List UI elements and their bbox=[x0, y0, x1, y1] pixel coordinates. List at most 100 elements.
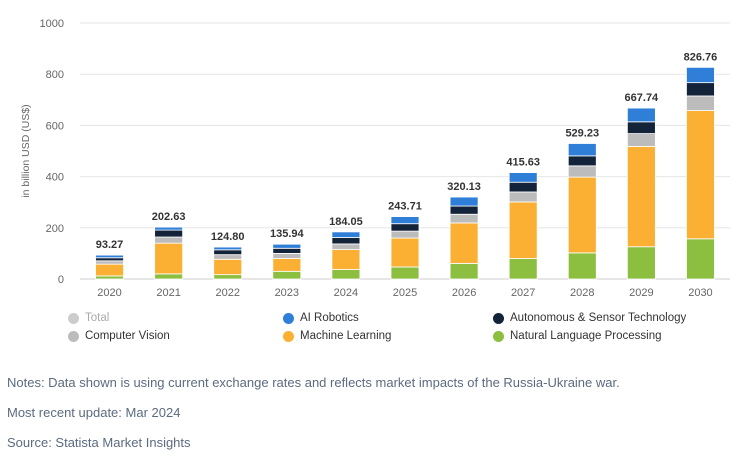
bar-segment bbox=[449, 213, 479, 224]
bar-segment bbox=[331, 231, 361, 238]
bar-segment bbox=[331, 243, 361, 250]
bar-segment bbox=[626, 107, 656, 123]
bar-segment bbox=[331, 249, 361, 270]
bar-segment bbox=[331, 237, 361, 245]
bar-segment bbox=[272, 258, 302, 272]
x-tick-label: 2026 bbox=[452, 287, 476, 299]
bar-segment bbox=[154, 273, 184, 280]
data-label: 529.23 bbox=[565, 128, 599, 140]
x-tick-label: 2020 bbox=[97, 287, 121, 299]
bar-segment bbox=[390, 266, 420, 280]
legend-label: AI Robotics bbox=[300, 312, 359, 324]
bar-segment bbox=[390, 223, 420, 232]
legend-item-autonomous-sensor[interactable]: Autonomous & Sensor Technology bbox=[493, 312, 686, 324]
legend-nlp-swatch bbox=[493, 330, 504, 342]
y-tick-label: 0 bbox=[58, 274, 64, 286]
y-tick-label: 400 bbox=[46, 172, 64, 184]
bar-segment bbox=[686, 110, 715, 240]
data-label: 320.13 bbox=[447, 181, 481, 193]
x-tick-label: 2021 bbox=[156, 287, 180, 299]
data-label: 415.63 bbox=[506, 157, 540, 169]
legend-total-swatch bbox=[68, 312, 79, 324]
legend-autonomous-swatch bbox=[493, 312, 504, 324]
bar-segment bbox=[213, 246, 243, 251]
bar-segment bbox=[567, 165, 597, 178]
legend-item-ai-robotics[interactable]: AI Robotics bbox=[283, 312, 359, 324]
data-label: 826.76 bbox=[684, 51, 718, 63]
bar-segment bbox=[154, 242, 184, 275]
chart-legend: Total AI Robotics Autonomous & Sensor Te… bbox=[0, 312, 750, 348]
data-label: 135.94 bbox=[270, 228, 305, 240]
bar-segment bbox=[449, 205, 479, 215]
y-axis-title: in billion USD (US$) bbox=[20, 104, 32, 197]
chart-source: Source: Statista Market Insights bbox=[7, 435, 191, 450]
x-tick-label: 2025 bbox=[393, 287, 417, 299]
bar-segment bbox=[449, 262, 479, 280]
bar-segment bbox=[213, 258, 243, 276]
legend-item-total[interactable]: Total bbox=[68, 312, 109, 324]
bar-segment bbox=[508, 191, 538, 203]
bar-segment bbox=[626, 121, 656, 134]
stacked-bar-chart: 0 200 400 600 800 1000 in billion USD (US$) 93.… bbox=[20, 18, 730, 299]
bar-segment bbox=[508, 172, 538, 183]
bar-segment bbox=[567, 155, 597, 167]
data-label: 243.71 bbox=[388, 201, 422, 213]
data-label: 93.27 bbox=[96, 239, 124, 251]
bar-segment bbox=[686, 66, 715, 84]
bar-segment bbox=[626, 145, 656, 248]
bar-segment bbox=[626, 246, 656, 280]
x-tick-label: 2027 bbox=[511, 287, 535, 299]
legend-computer-vision-swatch bbox=[68, 330, 79, 342]
bar-segment bbox=[449, 222, 479, 264]
data-label: 667.74 bbox=[625, 92, 660, 104]
bar-segment bbox=[508, 201, 538, 259]
bar-segment bbox=[331, 269, 361, 280]
bar-segment bbox=[272, 270, 302, 280]
bar-segment bbox=[95, 263, 124, 277]
x-tick-label: 2022 bbox=[215, 287, 239, 299]
bar-segment bbox=[567, 176, 597, 254]
legend-ai-robotics-swatch bbox=[283, 312, 294, 324]
x-tick-label: 2023 bbox=[275, 287, 299, 299]
bar-segment bbox=[272, 243, 302, 249]
bar-segment bbox=[567, 252, 597, 280]
legend-label: Natural Language Processing bbox=[510, 330, 662, 342]
bar-segment bbox=[686, 238, 715, 280]
bar-segment bbox=[272, 252, 302, 259]
bar-segment bbox=[686, 82, 715, 97]
bar-segment bbox=[154, 229, 184, 238]
last-update: Most recent update: Mar 2024 bbox=[7, 405, 181, 420]
legend-label: Total bbox=[85, 312, 110, 324]
bar-segment bbox=[213, 274, 243, 280]
legend-machine-learning-swatch bbox=[283, 330, 294, 342]
legend-item-computer-vision[interactable]: Computer Vision bbox=[68, 330, 170, 342]
bar-segment bbox=[567, 143, 597, 157]
bar-segment bbox=[449, 196, 479, 207]
data-label: 124.80 bbox=[211, 231, 245, 243]
data-label: 184.05 bbox=[329, 216, 363, 228]
chart-notes: Notes: Data shown is using current excha… bbox=[7, 375, 620, 390]
y-tick-label: 800 bbox=[46, 69, 64, 81]
x-tick-label: 2029 bbox=[629, 287, 653, 299]
legend-label: Computer Vision bbox=[85, 330, 170, 342]
bar-segment bbox=[95, 257, 124, 262]
legend-item-machine-learning[interactable]: Machine Learning bbox=[283, 330, 391, 342]
bar-segment bbox=[154, 226, 184, 231]
y-tick-label: 600 bbox=[46, 120, 64, 132]
legend-item-nlp[interactable]: Natural Language Processing bbox=[493, 330, 662, 342]
bar-segment bbox=[213, 249, 243, 256]
legend-label: Machine Learning bbox=[300, 330, 392, 342]
x-tick-label: 2028 bbox=[570, 287, 594, 299]
bar-segment bbox=[626, 133, 656, 147]
bar-segment bbox=[390, 230, 420, 239]
data-label: 202.63 bbox=[152, 211, 186, 223]
bar-segment bbox=[95, 254, 124, 259]
bar-segment bbox=[686, 95, 715, 111]
bar-segment bbox=[508, 258, 538, 280]
x-tick-label: 2024 bbox=[334, 287, 358, 299]
x-tick-label: 2030 bbox=[688, 287, 712, 299]
bar-segment bbox=[154, 236, 184, 244]
bar-segment bbox=[95, 275, 124, 280]
bar-segment bbox=[390, 216, 420, 225]
bar-segment bbox=[508, 181, 538, 193]
